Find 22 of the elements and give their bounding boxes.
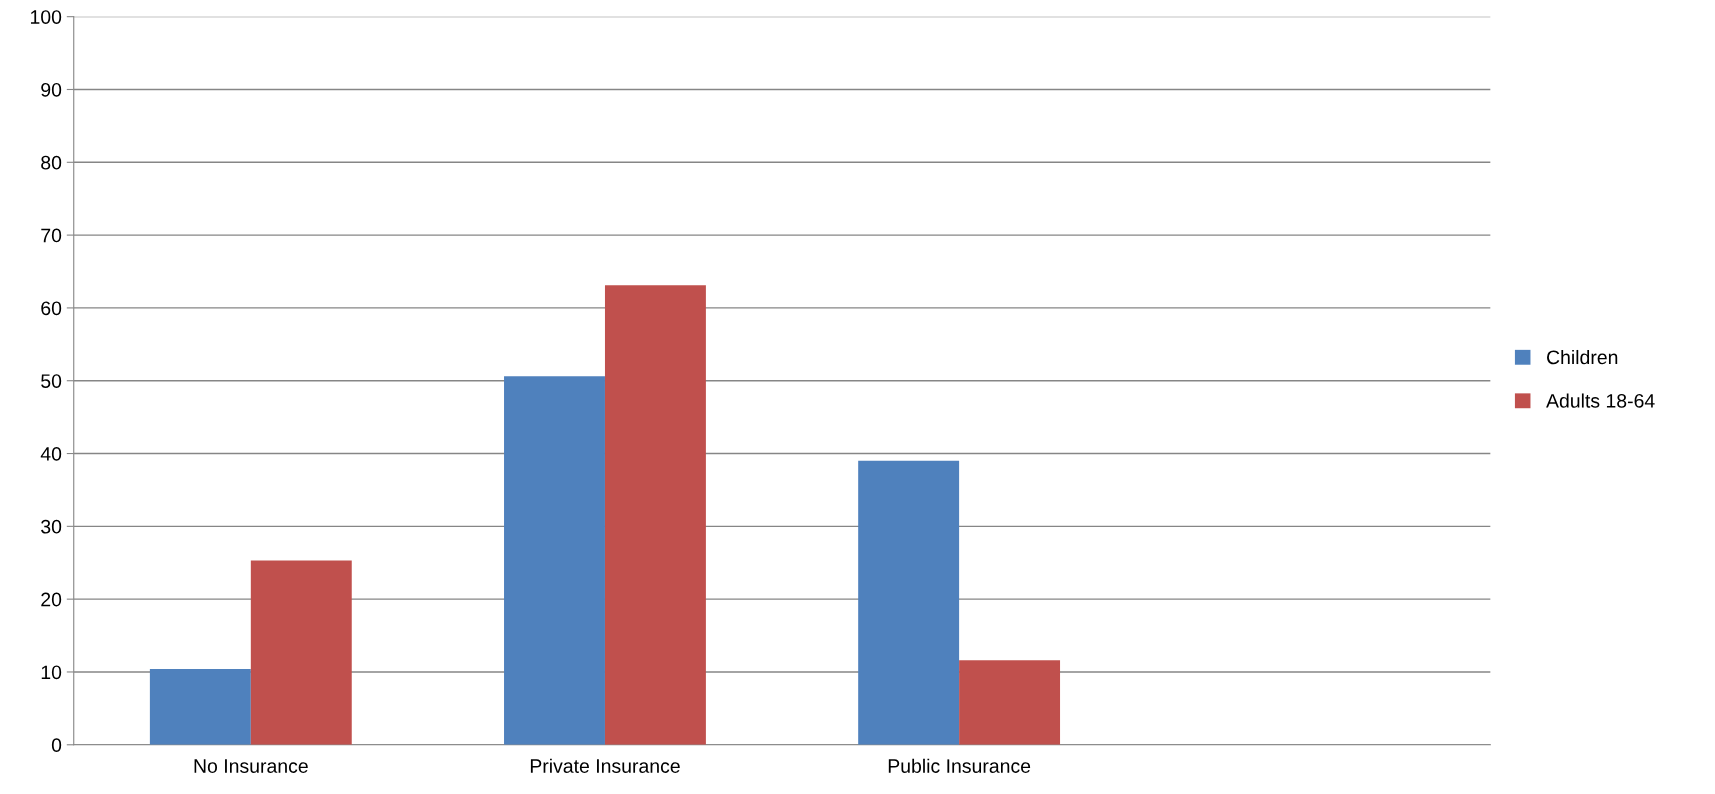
y-tick-label: 20	[41, 592, 62, 607]
y-tick-label: 80	[41, 155, 62, 170]
y-tick-label: 60	[41, 301, 62, 316]
y-tick-label: 0	[51, 738, 62, 753]
legend-label: Children	[1547, 349, 1618, 365]
y-tick-label: 90	[41, 82, 62, 97]
y-tick-label: 10	[41, 665, 62, 680]
bar	[250, 560, 352, 745]
bar	[858, 460, 960, 745]
y-tick-label: 50	[41, 374, 62, 388]
x-tick-label: Private Insurance	[530, 758, 680, 773]
y-tick-label: 100	[30, 10, 62, 24]
bar	[959, 660, 1061, 745]
y-tick-label: 30	[41, 519, 62, 534]
bar	[149, 669, 251, 745]
x-tick-label: Public Insurance	[888, 758, 1031, 773]
y-tick-label: 40	[40, 447, 62, 461]
bar	[504, 376, 605, 745]
bar	[604, 285, 706, 745]
legend-label: Adults 18-64	[1546, 393, 1655, 408]
y-tick-label: 70	[41, 228, 62, 243]
x-tick-label: No Insurance	[194, 759, 308, 773]
